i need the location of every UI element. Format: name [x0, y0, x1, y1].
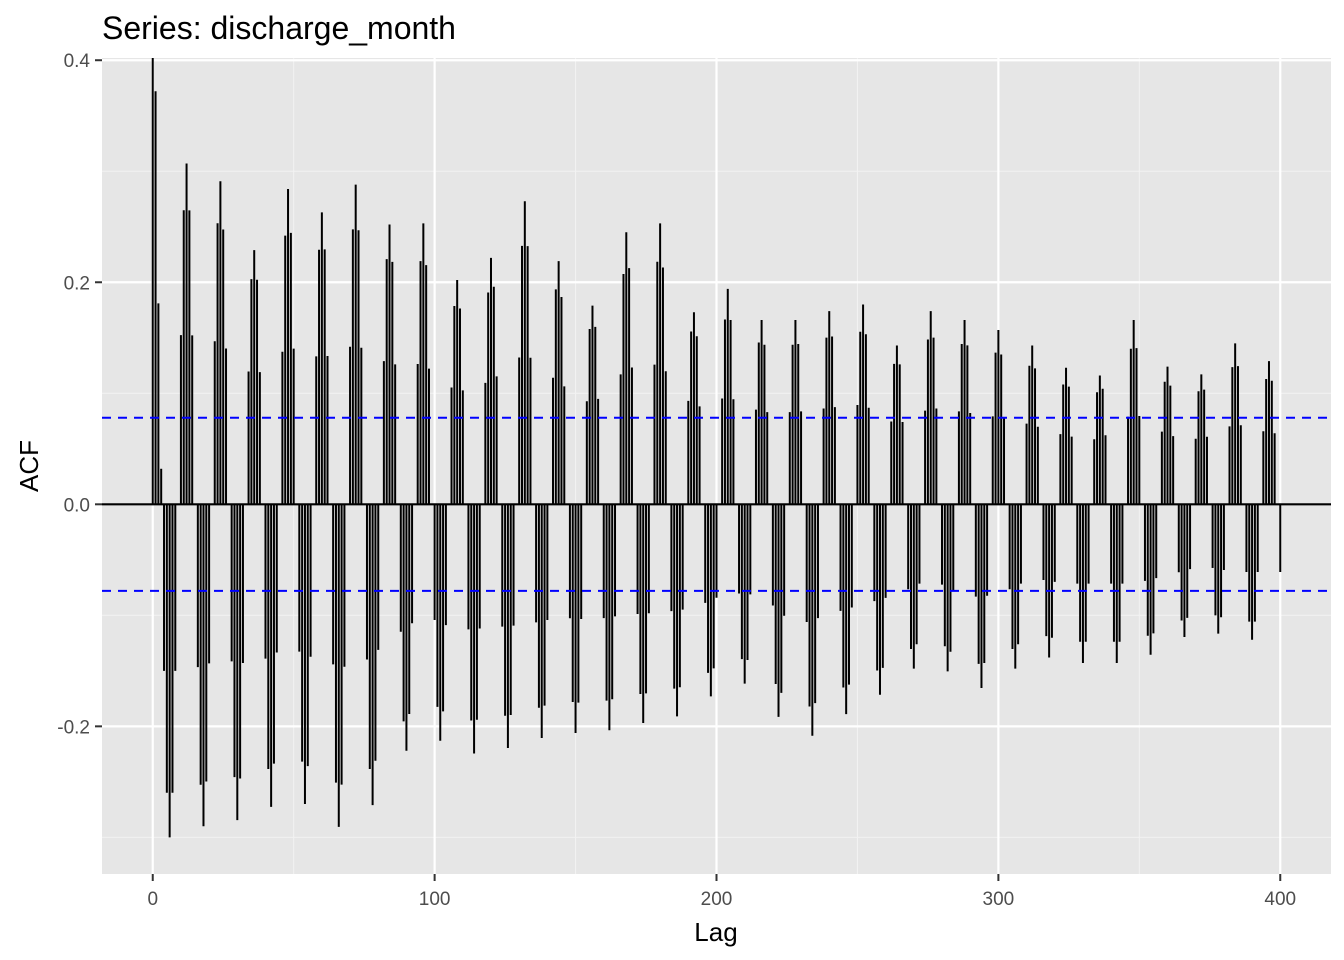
y-axis: -0.2 0.0 0.2 0.4	[57, 51, 102, 738]
acf-bars	[102, 58, 1331, 838]
x-tick-label: 100	[419, 889, 451, 910]
y-tick-label: 0.0	[64, 495, 90, 516]
y-tick-label: -0.2	[57, 717, 90, 738]
y-tick-label: 0.2	[64, 273, 90, 294]
y-tick-label: 0.4	[64, 51, 91, 72]
x-tick-label: 300	[983, 889, 1015, 910]
x-tick-label: 0	[147, 889, 158, 910]
chart-title: Series: discharge_month	[102, 10, 456, 46]
x-axis: 0 100 200 300 400	[147, 874, 1296, 910]
confidence-bounds	[102, 416, 1331, 592]
x-axis-title: Lag	[694, 917, 737, 947]
x-tick-label: 400	[1264, 889, 1296, 910]
y-axis-title: ACF	[14, 440, 44, 492]
x-tick-label: 200	[701, 889, 733, 910]
